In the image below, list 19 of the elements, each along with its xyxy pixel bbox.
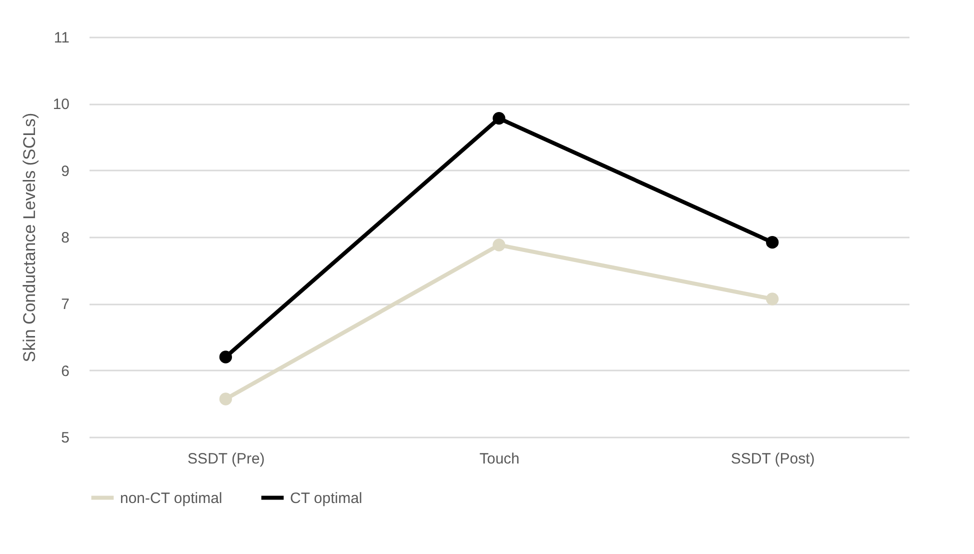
y-axis-title: Skin Conductance Levels (SCLs) [20,112,39,362]
point [219,392,232,406]
x-tick-label: Touch [479,450,520,468]
point [766,292,779,306]
y-tick-label: 11 [54,30,70,46]
y-tick-label: 6 [61,362,70,380]
y-tick-label: 10 [52,96,70,114]
point [492,112,506,125]
y-tick-label: 5 [61,430,70,446]
point [766,236,779,249]
x-tick-label: SSDT (Pre) [188,450,265,468]
point [492,238,506,252]
x-tick-label: SSDT (Post) [730,450,815,468]
y-tick-label: 9 [61,162,70,180]
point [219,350,232,364]
y-tick-label: 7 [61,296,70,314]
legend-label: non-CT optimal [120,490,222,507]
y-tick-label: 8 [61,230,70,246]
legend-label: CT optimal [290,490,362,507]
